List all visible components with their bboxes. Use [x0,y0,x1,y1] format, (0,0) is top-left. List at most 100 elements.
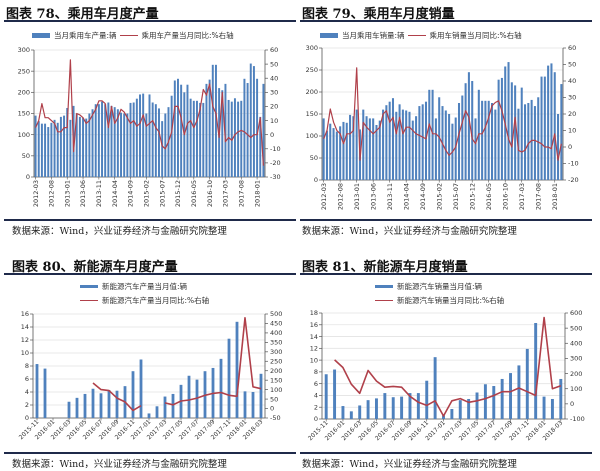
bar [211,64,214,177]
legend-label-line: 乘用车销量当月同比:%右轴 [429,31,522,40]
x-tick-label: 2016-10 [206,180,214,207]
y-tick-label-left: 4 [25,388,29,396]
bar [492,386,496,419]
y-tick-label-right: 30 [568,94,576,102]
x-tick-label: 2015-02 [143,180,151,207]
y-tick-label-left: 6 [25,375,29,383]
bar [142,93,145,177]
y-tick-label-left: 14 [21,323,29,331]
legend-line-swatch [375,299,393,302]
bar [428,89,431,180]
y-tick-label-right: 450 [270,320,282,328]
bar [252,66,255,177]
bar [85,118,88,177]
bar [243,78,246,177]
bar [400,396,404,419]
bar [388,101,391,180]
y-tick-label-left: 150 [306,110,318,118]
bar [333,369,337,419]
bar [398,104,401,180]
bar [221,90,224,177]
series-line [35,59,264,166]
x-tick-label: 2017-08 [534,183,542,210]
bar [47,127,50,177]
bar [324,374,328,419]
bar [59,116,62,177]
bar [550,398,554,419]
y-tick-label-left: 100 [306,132,318,140]
bar [113,107,116,177]
chart-title: 图表 81、新能源车月度销量 [302,260,468,275]
y-tick-label-left: 2 [25,401,29,409]
bar [240,100,243,177]
bar [214,64,217,177]
bar [227,338,231,418]
bar [560,84,563,180]
bar [391,397,395,419]
bar [418,106,421,180]
x-tick-label: 2013-11 [95,180,103,207]
legend-line: 新能源汽车产量当月同比:%右轴 [80,295,209,306]
bar [37,121,40,177]
x-tick-label: 2018-01 [253,180,261,207]
bar [411,120,414,180]
bar [199,102,202,177]
bar [559,378,563,419]
bar [557,114,560,180]
bar [339,126,342,180]
y-tick-label-right: 20 [568,110,576,118]
y-tick-label-left: 12 [310,345,318,353]
bar [382,109,385,180]
legend-label-line: 乘用车产量当月同比:%右轴 [141,31,234,40]
bar [208,79,211,177]
y-tick-label-left: 16 [310,321,318,329]
y-tick-label-left: 200 [306,88,318,96]
bar [345,122,348,180]
source-rule [300,219,592,221]
x-tick-label: 2012-08 [336,183,344,210]
bar [56,122,59,177]
y-tick-label-left: 2 [314,403,318,411]
bar [170,95,173,177]
chart-78: 0 50 100 150 200 250 300 -30 -20 -10 0 10 20 30 40 50 60… [18,46,281,207]
bar [425,380,429,419]
bar [385,105,388,180]
x-tick-label: 2013-06 [79,180,87,207]
x-tick-label: 2012-03 [320,183,328,210]
bar [355,109,358,180]
source-note: 数据来源：Wind，兴业证券经济与金融研究院整理 [302,226,517,237]
bar [195,100,198,177]
bar [132,102,135,177]
bar [99,393,103,418]
bar [475,392,479,419]
bar [237,101,240,177]
bar [53,119,56,177]
source-rule [4,219,296,221]
source-note: 数据来源：Wind，兴业证券经济与金融研究院整理 [12,226,227,237]
bar [520,87,523,180]
y-tick-label-right: 100 [270,386,282,394]
y-tick-label-left: 150 [18,110,30,118]
bar [533,106,536,180]
y-tick-label-right: 50 [568,61,576,69]
chart-title: 图表 80、新能源车月度产量 [12,260,178,275]
bar [365,116,368,180]
x-tick-label: 2013-01 [353,183,361,210]
bar [524,104,527,180]
legend-line-swatch [407,34,426,37]
y-tick-label-right: 0 [570,400,574,408]
y-tick-label-right: 30 [270,89,278,97]
bar [66,107,69,177]
y-tick-label-left: 300 [306,44,318,52]
bar [176,78,179,177]
y-tick-label-right: 500 [570,324,582,332]
title-rule [300,273,592,275]
x-tick-label: 2016-05 [190,180,198,207]
bar [75,113,78,177]
y-tick-label-left: 18 [310,309,318,317]
bar [82,117,85,177]
bar [69,119,72,177]
y-tick-label-right: 40 [568,77,576,85]
x-tick-label: 2014-09 [419,183,427,210]
y-tick-label-left: 6 [314,380,318,388]
